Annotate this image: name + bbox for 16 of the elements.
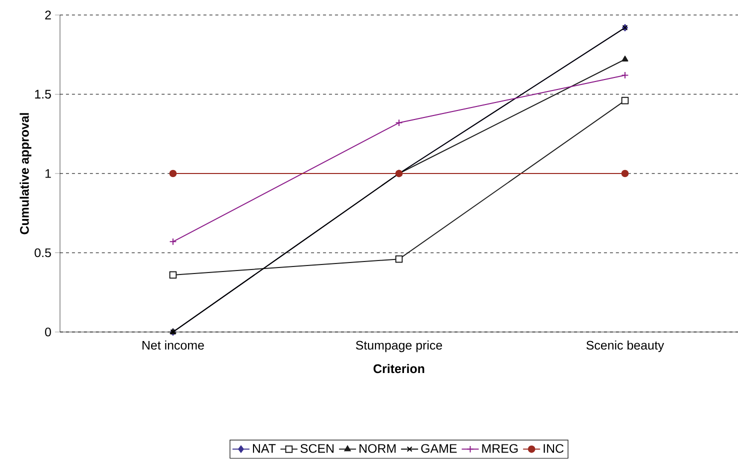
legend-label: INC: [544, 444, 564, 453]
y-tick-label: 2: [45, 10, 51, 20]
y-tick-label: 0.5: [34, 248, 51, 258]
x-tick-label: Scenic beauty: [586, 340, 664, 352]
legend-label: NAT: [252, 444, 276, 453]
legend-label: NORM: [360, 444, 396, 453]
legend-label: MREG: [482, 444, 518, 453]
x-axis-title: Criterion: [374, 364, 424, 374]
legend-label: SCEN: [300, 444, 334, 453]
legend-label: GAME: [421, 444, 457, 453]
y-tick-label: 0: [45, 328, 51, 336]
y-axis-title: Cumulative approval: [20, 113, 32, 234]
y-tick-label: 1.5: [35, 90, 51, 99]
x-tick-label: Net income: [142, 340, 204, 350]
y-tick-label: 1: [46, 169, 51, 178]
x-tick-label: Stumpage price: [356, 340, 442, 352]
